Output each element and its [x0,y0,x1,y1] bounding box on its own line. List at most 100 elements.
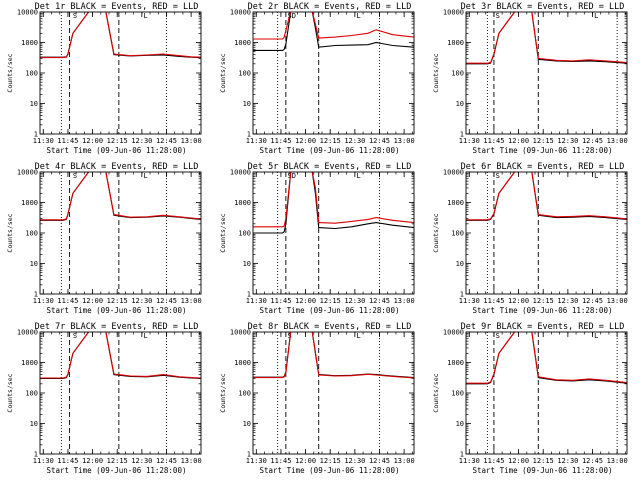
x-tick-label: 12:00 [508,297,529,305]
marker-flag-label: L [357,12,361,20]
series-line-lld [466,12,627,64]
plot-frame [465,171,628,295]
y-tick-label: 100 [238,70,251,78]
series-line-events [466,332,627,385]
x-tick-label: 13:00 [607,137,628,145]
x-tick-label: 12:45 [582,137,603,145]
x-tick-label: 12:15 [533,137,554,145]
y-tick-label: 1 [34,131,38,139]
x-tick-label: 12:30 [131,297,152,305]
x-tick-label: 12:30 [131,457,152,465]
x-tick-label: 11:30 [33,137,54,145]
x-tick-label: 11:45 [483,457,504,465]
marker-flag-label: S [496,172,500,180]
x-tick-label: 12:00 [508,457,529,465]
x-tick-label: 12:00 [82,457,103,465]
x-tick-label: 12:00 [295,137,316,145]
x-tick-label: 12:30 [344,457,365,465]
y-tick-label: 1000 [447,359,464,367]
y-tick-label: 1000 [21,359,38,367]
x-tick-label: 12:45 [156,137,177,145]
x-tick-label: 12:45 [156,297,177,305]
detector-panel-6: Det 6r BLACK = Events, RED = LLD Counts/s… [432,162,628,315]
series-line-lld [40,12,201,59]
x-tick-label: 11:45 [57,137,78,145]
y-tick-label: 1 [460,131,464,139]
x-axis-label: Start Time (09-Jun-06 11:28:00) [473,306,613,315]
marker-flag-label: S [73,12,77,20]
marker-flag-label: L [594,332,598,340]
y-tick-label: 100 [451,230,464,238]
y-tick-label: 1 [247,291,251,299]
x-tick-label: 12:45 [369,457,390,465]
marker-flag-label: L [594,172,598,180]
x-tick-label: 12:45 [582,297,603,305]
x-tick-label: 11:30 [246,137,267,145]
series-line-events [40,12,201,59]
series-line-lld [253,12,414,40]
plot-frame [39,171,202,295]
x-tick-label: 12:30 [344,297,365,305]
marker-flag-label: L [144,332,148,340]
x-tick-label: 12:30 [557,457,578,465]
y-tick-label: 10000 [17,9,38,17]
x-tick-label: 11:30 [459,137,480,145]
x-axis-label: Start Time (09-Jun-06 11:28:00) [47,466,187,475]
marker-flag-label: S [496,332,500,340]
y-tick-label: 1 [247,451,251,459]
y-tick-label: 10000 [17,169,38,177]
y-tick-label: 10000 [443,9,464,17]
x-tick-label: 13:00 [181,297,202,305]
x-tick-label: 12:45 [156,457,177,465]
y-tick-label: 10 [30,420,38,428]
y-tick-label: 100 [25,230,38,238]
series-line-lld [253,332,414,379]
plot-frame [465,331,628,455]
y-tick-label: 10000 [230,9,251,17]
x-axis-label: Start Time (09-Jun-06 11:28:00) [47,306,187,315]
y-tick-label: 10 [30,260,38,268]
y-tick-label: 1 [247,131,251,139]
series-line-events [40,332,201,379]
y-tick-label: 10000 [230,329,251,337]
panel-title: Det 3r BLACK = Events, RED = LLD [461,2,625,12]
x-tick-label: 11:45 [483,137,504,145]
x-tick-label: 12:15 [320,457,341,465]
y-tick-label: 1 [460,291,464,299]
x-axis-label: Start Time (09-Jun-06 11:28:00) [260,146,400,155]
panel-title: Det 2r BLACK = Events, RED = LLD [248,2,412,12]
x-tick-label: 11:30 [33,457,54,465]
x-tick-label: 12:45 [582,457,603,465]
panel-title: Det 6r BLACK = Events, RED = LLD [461,162,625,172]
y-tick-label: 10 [456,260,464,268]
y-axis-label: Counts/sec [219,373,227,412]
x-tick-label: 12:30 [557,137,578,145]
y-axis-label: Counts/sec [432,53,440,92]
x-axis-label: Start Time (09-Jun-06 11:28:00) [473,146,613,155]
plot-frame [39,11,202,135]
x-tick-label: 11:45 [270,297,291,305]
x-axis-label: Start Time (09-Jun-06 11:28:00) [47,146,187,155]
y-tick-label: 100 [25,390,38,398]
y-tick-label: 1000 [234,359,251,367]
x-tick-label: 12:15 [533,457,554,465]
plot-frame [252,11,415,135]
x-tick-label: 11:30 [459,457,480,465]
y-tick-label: 1000 [447,39,464,47]
panel-title: Det 8r BLACK = Events, RED = LLD [248,322,412,332]
x-tick-label: 13:00 [394,297,415,305]
y-axis-label: Counts/sec [6,53,14,92]
marker-flag-label: L [144,172,148,180]
y-axis-label: Counts/sec [219,213,227,252]
marker-flag-label: S [73,332,77,340]
y-tick-label: 10000 [17,329,38,337]
marker-flag-label: L [357,172,361,180]
series-line-lld [466,172,627,221]
y-tick-label: 10 [30,100,38,108]
x-tick-label: 12:00 [295,457,316,465]
x-axis-label: Start Time (09-Jun-06 11:28:00) [473,466,613,475]
y-tick-label: 10 [456,420,464,428]
x-tick-label: 12:00 [508,137,529,145]
x-tick-label: 11:45 [270,137,291,145]
